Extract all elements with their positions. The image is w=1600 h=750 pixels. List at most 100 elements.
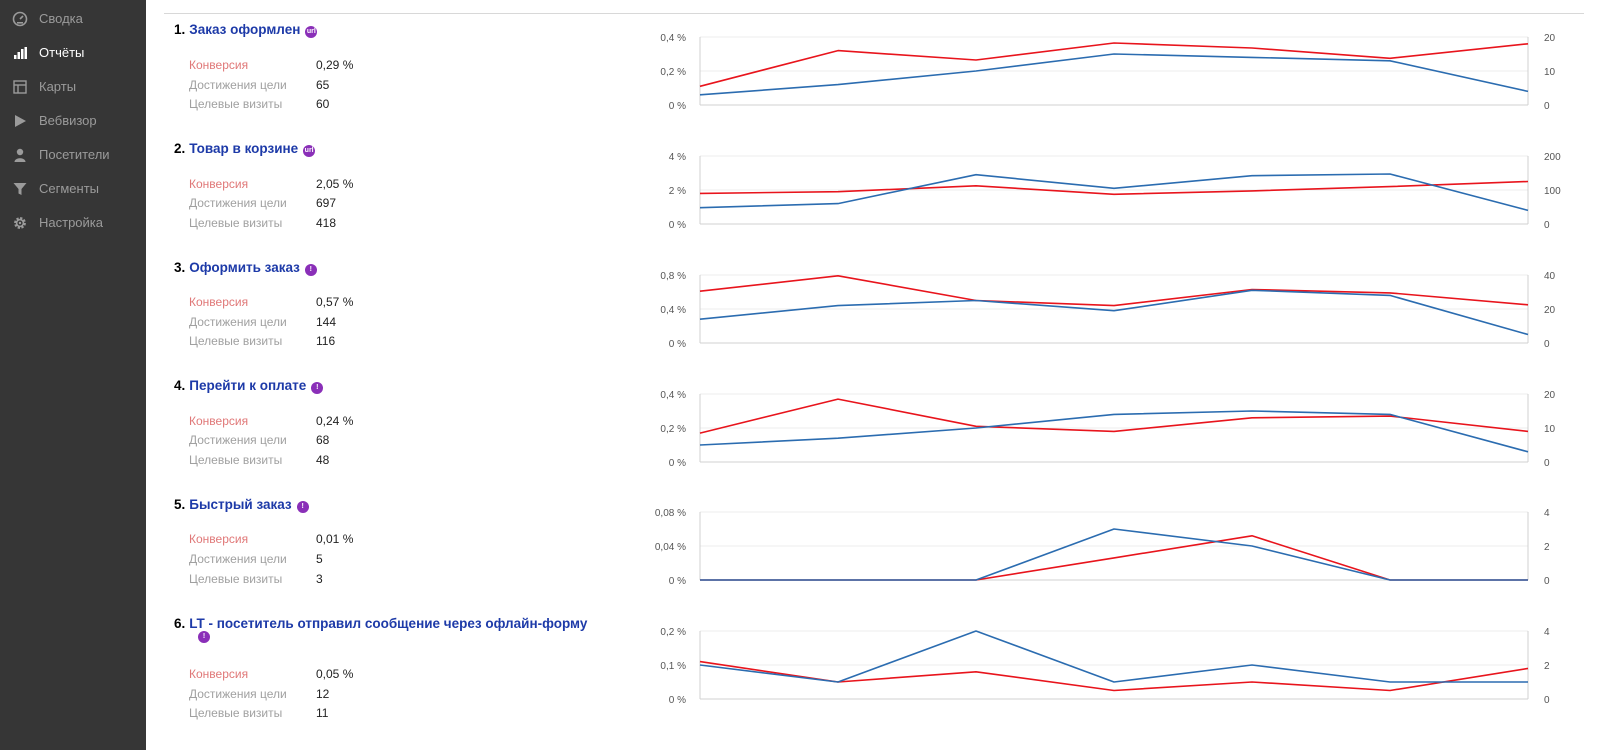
filter-icon bbox=[13, 183, 27, 195]
right-tick-label: 40 bbox=[1544, 271, 1556, 282]
goal-name-link[interactable]: Товар в корзине bbox=[189, 141, 299, 156]
sidebar-item-visitors[interactable]: Посетители bbox=[0, 140, 146, 170]
right-tick-label: 20 bbox=[1544, 390, 1556, 401]
bar-chart-icon bbox=[14, 47, 27, 59]
right-tick-label: 0 bbox=[1544, 695, 1550, 706]
sidebar: Сводка Отчёты Карты Вебвизор Посетители bbox=[0, 0, 146, 750]
right-tick-label: 0 bbox=[1544, 458, 1550, 469]
left-tick-label: 0,4 % bbox=[660, 33, 686, 44]
reaches-value: 144 bbox=[316, 315, 337, 329]
line-chart: 0,4 % 0,2 % 0 % 20 10 0 bbox=[660, 33, 1556, 112]
left-tick-label: 0,8 % bbox=[660, 271, 686, 282]
goal-title: 3. Оформить заказ! bbox=[174, 259, 317, 276]
goal-chart: 0,08 % 0,04 % 0 % 4 2 0 bbox=[600, 505, 1600, 590]
right-tick-label: 2 bbox=[1544, 542, 1550, 553]
goal-name-link[interactable]: LT - посетитель отправил сообщение через… bbox=[189, 616, 588, 631]
right-tick-label: 10 bbox=[1544, 424, 1556, 435]
goal-title: 4. Перейти к оплате! bbox=[174, 377, 324, 394]
sidebar-item-webvisor[interactable]: Вебвизор bbox=[0, 106, 146, 136]
person-icon bbox=[14, 148, 26, 162]
sidebar-item-reports[interactable]: Отчёты bbox=[0, 38, 146, 68]
sidebar-item-label: Настройка bbox=[39, 215, 103, 230]
visits-line bbox=[699, 173, 1529, 212]
goal-chart: 0,8 % 0,4 % 0 % 40 20 0 bbox=[600, 268, 1600, 353]
top-divider bbox=[164, 13, 1584, 14]
left-tick-label: 0,4 % bbox=[660, 390, 686, 401]
left-tick-label: 0 % bbox=[669, 695, 686, 706]
right-tick-label: 0 bbox=[1544, 576, 1550, 587]
goal-number: 3. bbox=[174, 260, 186, 275]
url-icon: url bbox=[303, 145, 316, 157]
goal-chart: 0,2 % 0,1 % 0 % 4 2 0 bbox=[600, 624, 1600, 709]
sidebar-item-label: Отчёты bbox=[39, 45, 85, 60]
visits-label: Целевые визиты bbox=[189, 334, 283, 348]
goal-chart: 0,4 % 0,2 % 0 % 20 10 0 bbox=[600, 30, 1600, 115]
left-tick-label: 0 % bbox=[669, 220, 686, 231]
left-tick-label: 4 % bbox=[669, 152, 686, 163]
gear-icon bbox=[14, 217, 26, 229]
conversion-value: 0,01 % bbox=[316, 532, 354, 546]
visits-value: 116 bbox=[316, 334, 336, 348]
goal-title: 1. Заказ оформлен url bbox=[174, 21, 318, 38]
left-tick-label: 0,2 % bbox=[660, 424, 686, 435]
exclamation-icon: ! bbox=[296, 501, 309, 513]
sidebar-item-segments[interactable]: Сегменты bbox=[0, 174, 146, 204]
conversion-line bbox=[699, 180, 1529, 196]
left-tick-label: 0 % bbox=[669, 339, 686, 350]
url-icon: url bbox=[305, 26, 318, 38]
reaches-value: 68 bbox=[316, 433, 330, 447]
exclamation-icon: ! bbox=[198, 631, 210, 643]
reaches-label: Достижения цели bbox=[189, 433, 287, 447]
left-tick-label: 0 % bbox=[669, 101, 686, 112]
sidebar-item-settings[interactable]: Настройка bbox=[0, 208, 146, 238]
visits-line bbox=[699, 630, 1528, 683]
left-tick-label: 0,4 % bbox=[660, 305, 686, 316]
goal-name-link[interactable]: Перейти к оплате bbox=[189, 378, 307, 393]
reaches-value: 697 bbox=[316, 196, 337, 210]
right-tick-label: 4 bbox=[1544, 627, 1550, 638]
reaches-label: Достижения цели bbox=[189, 315, 287, 329]
conversion-value: 0,57 % bbox=[316, 295, 354, 309]
right-tick-label: 200 bbox=[1544, 152, 1561, 163]
conversion-line bbox=[699, 42, 1529, 88]
goal-number: 2. bbox=[174, 141, 186, 156]
visits-line bbox=[699, 53, 1529, 96]
goal-name-link[interactable]: Заказ оформлен bbox=[189, 22, 301, 37]
right-tick-label: 2 bbox=[1544, 661, 1550, 672]
map-grid-icon bbox=[13, 80, 27, 94]
line-chart: 0,2 % 0,1 % 0 % 4 2 0 bbox=[660, 627, 1550, 706]
visits-label: Целевые визиты bbox=[189, 572, 283, 586]
reaches-label: Достижения цели bbox=[189, 196, 287, 210]
goal-chart: 0,4 % 0,2 % 0 % 20 10 0 bbox=[600, 387, 1600, 472]
reaches-label: Достижения цели bbox=[189, 78, 287, 92]
right-tick-label: 10 bbox=[1544, 67, 1556, 78]
goal-title: 5. Быстрый заказ! bbox=[174, 496, 309, 513]
sidebar-item-summary[interactable]: Сводка bbox=[0, 4, 146, 34]
conversion-value: 0,24 % bbox=[316, 414, 354, 428]
right-tick-label: 0 bbox=[1544, 339, 1550, 350]
sidebar-item-maps[interactable]: Карты bbox=[0, 72, 146, 102]
reaches-value: 65 bbox=[316, 78, 330, 92]
line-chart: 4 % 2 % 0 % 200 100 0 bbox=[669, 152, 1561, 231]
conversion-value: 0,05 % bbox=[316, 667, 354, 681]
conversion-value: 0,29 % bbox=[316, 58, 354, 72]
left-tick-label: 0 % bbox=[669, 458, 686, 469]
visits-value: 11 bbox=[316, 706, 329, 720]
conversion-label: Конверсия bbox=[189, 532, 249, 546]
goal-chart: 4 % 2 % 0 % 200 100 0 bbox=[600, 149, 1600, 234]
exclamation-icon: ! bbox=[304, 264, 317, 276]
left-tick-label: 0,2 % bbox=[660, 67, 686, 78]
visits-value: 3 bbox=[316, 572, 323, 586]
sidebar-item-label: Сегменты bbox=[39, 181, 100, 196]
goal-name-link[interactable]: Оформить заказ bbox=[189, 260, 300, 275]
conversion-line bbox=[700, 534, 1528, 581]
goal-name-link[interactable]: Быстрый заказ bbox=[189, 497, 292, 512]
left-tick-label: 0,04 % bbox=[655, 542, 686, 553]
conversion-label: Конверсия bbox=[189, 295, 249, 309]
right-tick-label: 20 bbox=[1544, 33, 1556, 44]
conversion-line bbox=[699, 398, 1529, 434]
sidebar-item-label: Карты bbox=[39, 79, 77, 94]
goal-number: 1. bbox=[174, 22, 186, 37]
left-tick-label: 0 % bbox=[669, 576, 686, 587]
line-chart: 0,8 % 0,4 % 0 % 40 20 0 bbox=[660, 271, 1556, 350]
